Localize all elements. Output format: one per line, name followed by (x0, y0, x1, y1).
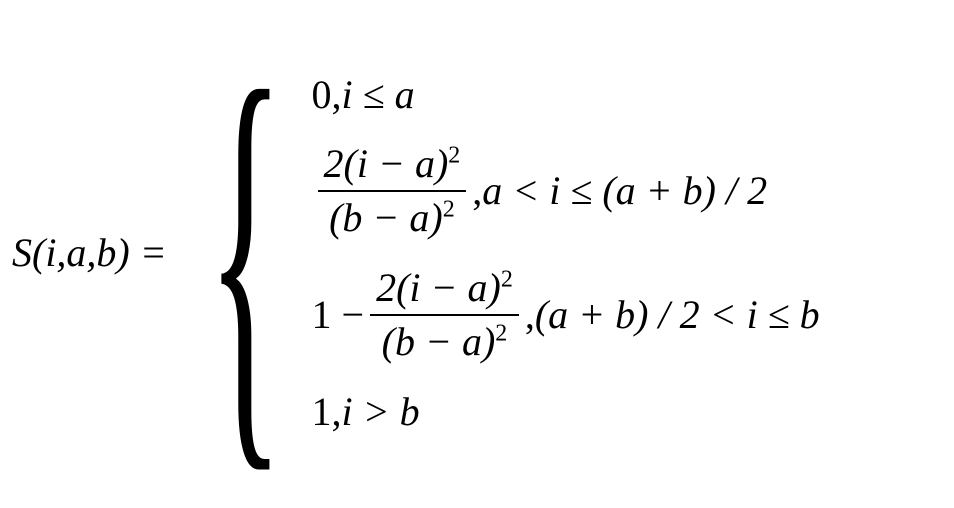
case-3-denominator: (b − a)2 (376, 318, 514, 366)
case-3-condition: (a + b) / 2 < i ≤ b (535, 291, 820, 338)
case-3-fraction: 2(i − a)2 (b − a)2 (370, 264, 519, 366)
case-2-num-exp: 2 (448, 142, 460, 168)
case-2-denominator: (b − a)2 (323, 194, 461, 242)
case-3: 1 − 2(i − a)2 (b − a)2 , (a + b) / 2 < i… (312, 264, 820, 366)
case-2-den-exp: 2 (443, 196, 455, 222)
case-2-separator: , (472, 167, 482, 214)
case-3-num-exp: 2 (501, 266, 513, 292)
case-3-numerator: 2(i − a)2 (370, 264, 519, 312)
case-2-fraction: 2(i − a)2 (b − a)2 (318, 140, 467, 242)
case-4-condition: i > b (342, 388, 420, 435)
cases-container: 0, i ≤ a 2(i − a)2 (b − a)2 , a < i ≤ (a… (312, 71, 820, 435)
case-4: 1, i > b (312, 388, 820, 435)
case-2-condition: a < i ≤ (a + b) / 2 (482, 167, 767, 214)
case-1-condition: i ≤ a (342, 71, 415, 118)
case-3-prefix: 1 − (312, 291, 365, 338)
case-3-den-exp: 2 (495, 320, 507, 346)
equation-lhs: S(i,a,b) = (12, 229, 167, 276)
fraction-bar-icon (318, 190, 467, 192)
case-3-num-base: 2(i − a) (376, 265, 501, 310)
case-2-num-base: 2(i − a) (324, 141, 449, 186)
case-2: 2(i − a)2 (b − a)2 , a < i ≤ (a + b) / 2 (312, 140, 820, 242)
case-2-numerator: 2(i − a)2 (318, 140, 467, 188)
case-3-den-base: (b − a) (382, 319, 496, 364)
case-2-den-base: (b − a) (329, 195, 443, 240)
left-brace: { (207, 46, 284, 460)
case-4-value: 1, (312, 388, 342, 435)
case-3-separator: , (525, 291, 535, 338)
fraction-bar-icon (370, 314, 519, 316)
piecewise-equation: S(i,a,b) = { 0, i ≤ a 2(i − a)2 (b − a)2… (12, 46, 820, 460)
case-1-value: 0, (312, 71, 342, 118)
case-1: 0, i ≤ a (312, 71, 820, 118)
